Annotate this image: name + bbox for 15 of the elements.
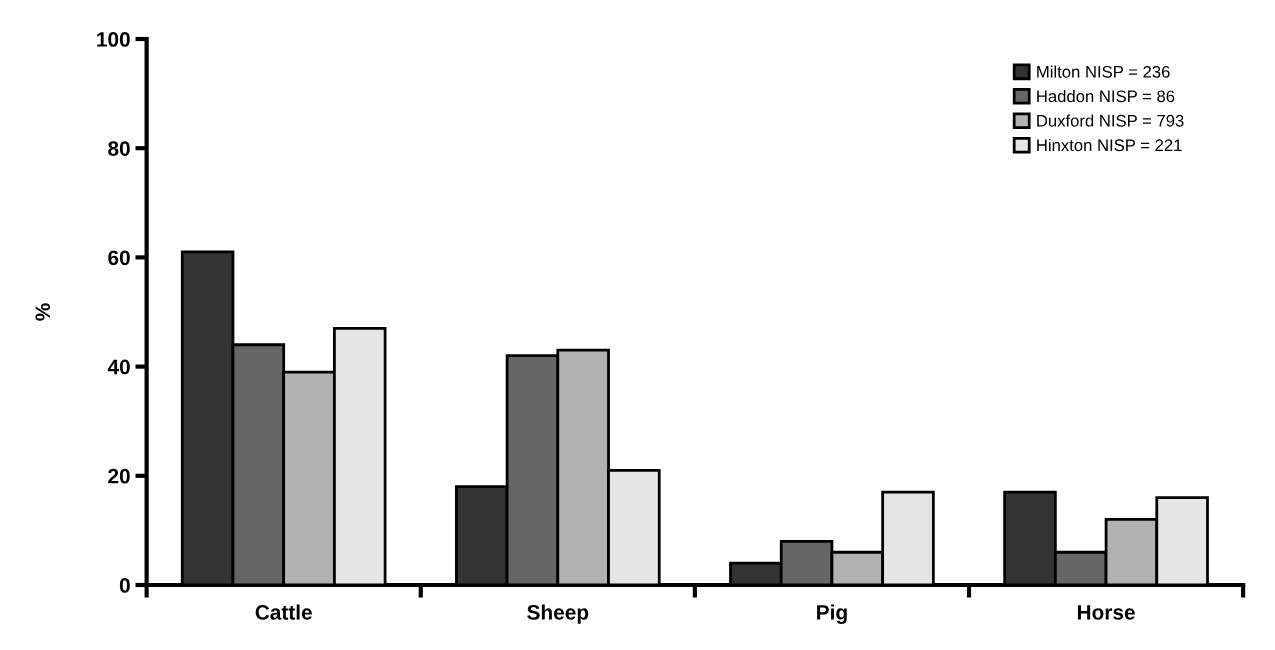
- x-tick-label: Horse: [1077, 605, 1135, 620]
- legend-label: Haddon NISP = 86: [1037, 89, 1175, 103]
- legend-label: Milton NISP = 236: [1037, 65, 1170, 78]
- legend-label: Hinxton NISP = 221: [1037, 138, 1182, 152]
- y-tick-label: 0: [119, 578, 130, 593]
- y-tick-label: 60: [108, 250, 130, 266]
- x-tick-label: Pig: [817, 604, 847, 624]
- x-tick-label: Cattle: [255, 604, 312, 620]
- y-tick-label: 80: [108, 141, 130, 156]
- y-tick-label: 100: [97, 32, 130, 47]
- y-tick-label: 20: [108, 468, 130, 484]
- y-axis-title: %: [35, 303, 51, 321]
- legend-label: Duxford NISP = 793: [1037, 114, 1184, 127]
- x-tick-label: Sheep: [527, 604, 589, 624]
- y-tick-label: 40: [107, 359, 130, 375]
